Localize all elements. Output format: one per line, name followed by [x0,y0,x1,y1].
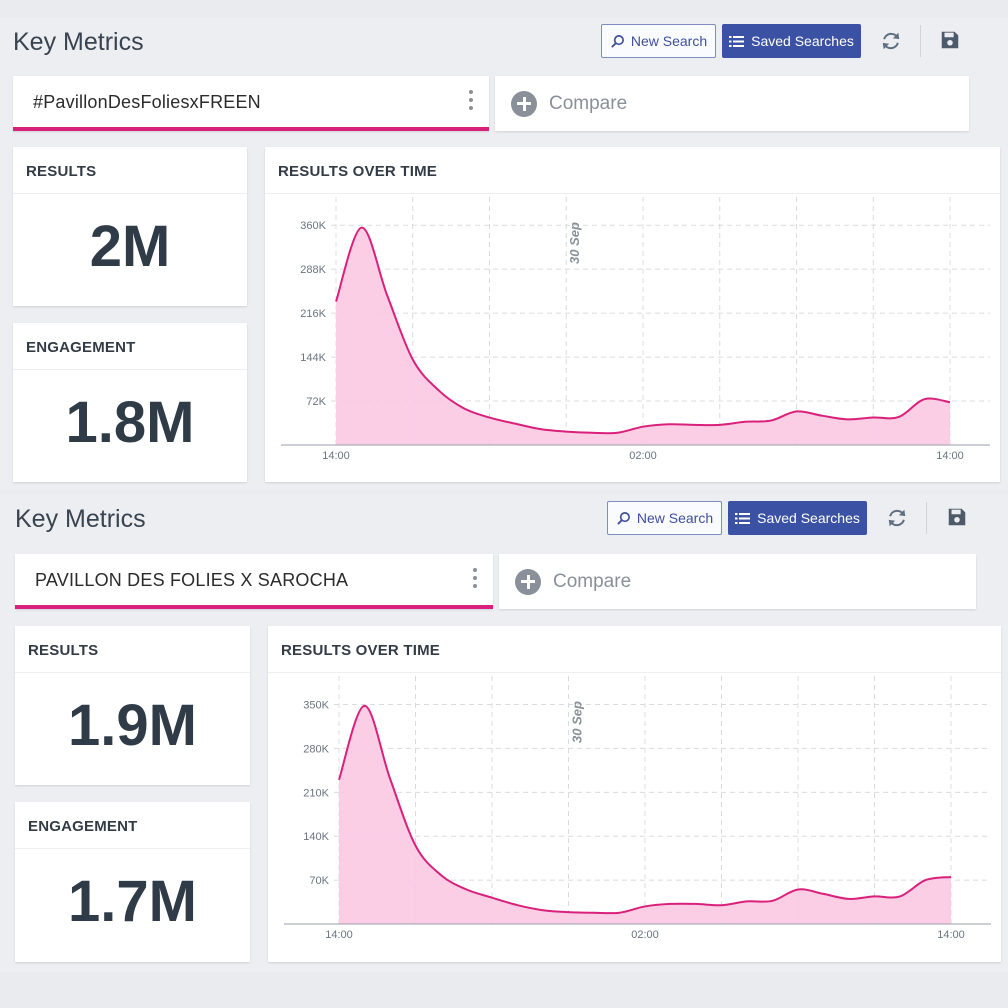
new-search-label: New Search [636,510,714,526]
x-tick-label: 14:00 [936,450,964,462]
saved-searches-label: Saved Searches [751,33,854,49]
search-query-field[interactable]: #PavillonDesFoliesxFREEN [13,76,489,131]
results-over-time-card: RESULTS OVER TIME 70K 140K 210K 280K 350K 14:… [268,626,1001,962]
y-tick-label: 70K [309,875,329,887]
engagement-value: 1.7M [68,869,197,934]
key-metrics-panel-2: Key Metrics New Search Saved Searches PA… [0,494,1008,972]
y-tick-label: 280K [303,743,329,755]
save-icon [948,508,966,526]
search-accent-underline [13,127,489,131]
saved-searches-button[interactable]: Saved Searches [728,501,867,535]
compare-button[interactable]: Compare [495,76,969,131]
compare-label: Compare [553,570,632,592]
search-query-text: PAVILLON DES FOLIES X SAROCHA [35,570,349,590]
series-line [335,226,951,435]
list-icon [735,512,751,524]
results-card: RESULTS 1.9M [15,626,250,785]
refresh-icon [888,509,906,527]
save-button[interactable] [942,502,972,532]
y-tick-label: 288K [300,264,326,276]
search-query-text: #PavillonDesFoliesxFREEN [33,92,261,112]
series-area [339,705,951,924]
series-line [338,704,952,915]
x-tick-label: 02:00 [631,929,659,941]
card-divider [13,369,247,370]
saved-searches-label: Saved Searches [757,510,860,526]
y-tick-label: 144K [300,352,326,364]
card-divider [13,193,247,194]
y-tick-label: 140K [303,831,329,843]
more-options-icon[interactable] [469,90,473,114]
toolbar-divider [920,25,921,57]
save-button[interactable] [935,25,965,55]
engagement-card: ENGAGEMENT 1.7M [15,802,250,962]
results-card: RESULTS 2M [13,147,247,306]
page-title: Key Metrics [15,505,146,533]
search-accent-underline [15,605,493,609]
refresh-button[interactable] [882,503,912,533]
results-over-time-card: RESULTS OVER TIME 72K 144K 216K 288K 360K 14:… [265,147,1000,482]
results-over-time-chart: 70K 140K 210K 280K 350K 14:00 02:00 14:00 30 Sep [284,676,991,941]
key-metrics-panel-1: Key Metrics New Search Saved Searches #P… [0,18,1008,490]
search-query-field[interactable]: PAVILLON DES FOLIES X SAROCHA [15,554,493,609]
results-label: RESULTS [28,642,99,659]
list-icon [729,35,745,47]
results-label: RESULTS [26,163,97,180]
y-tick-label: 360K [300,220,326,232]
card-divider [265,193,1000,194]
engagement-label: ENGAGEMENT [28,818,138,835]
refresh-button[interactable] [876,26,906,56]
engagement-card: ENGAGEMENT 1.8M [13,323,247,482]
y-tick-label: 210K [303,787,329,799]
results-value: 2M [89,214,171,279]
new-search-button[interactable]: New Search [607,501,722,535]
engagement-label: ENGAGEMENT [26,339,136,356]
search-icon [611,34,624,48]
y-tick-label: 72K [306,396,326,408]
y-tick-label: 350K [303,700,329,712]
x-tick-label: 14:00 [937,929,965,941]
compare-button[interactable]: Compare [499,554,976,609]
date-annotation: 30 Sep [567,222,582,264]
chart-title: RESULTS OVER TIME [281,642,440,659]
series-area [336,227,950,445]
add-circle-icon [515,568,541,595]
page-title: Key Metrics [13,28,144,56]
new-search-label: New Search [630,33,708,49]
add-circle-icon [511,90,537,117]
card-divider [15,848,250,849]
results-value: 1.9M [68,693,197,758]
more-options-icon[interactable] [473,568,477,592]
search-icon [617,511,630,525]
x-tick-label: 02:00 [629,450,657,462]
chart-title: RESULTS OVER TIME [278,163,437,180]
new-search-button[interactable]: New Search [601,24,716,58]
y-tick-label: 216K [300,308,326,320]
date-annotation: 30 Sep [569,701,584,743]
x-tick-label: 14:00 [322,450,350,462]
engagement-value: 1.8M [65,390,195,455]
toolbar-divider [926,502,927,534]
saved-searches-button[interactable]: Saved Searches [722,24,861,58]
compare-label: Compare [549,92,628,114]
x-tick-label: 14:00 [325,929,353,941]
card-divider [268,672,1001,673]
results-over-time-chart: 72K 144K 216K 288K 360K 14:00 02:00 14:00 30 Sep [281,197,990,462]
refresh-icon [882,32,900,50]
save-icon [941,31,959,49]
card-divider [15,672,250,673]
